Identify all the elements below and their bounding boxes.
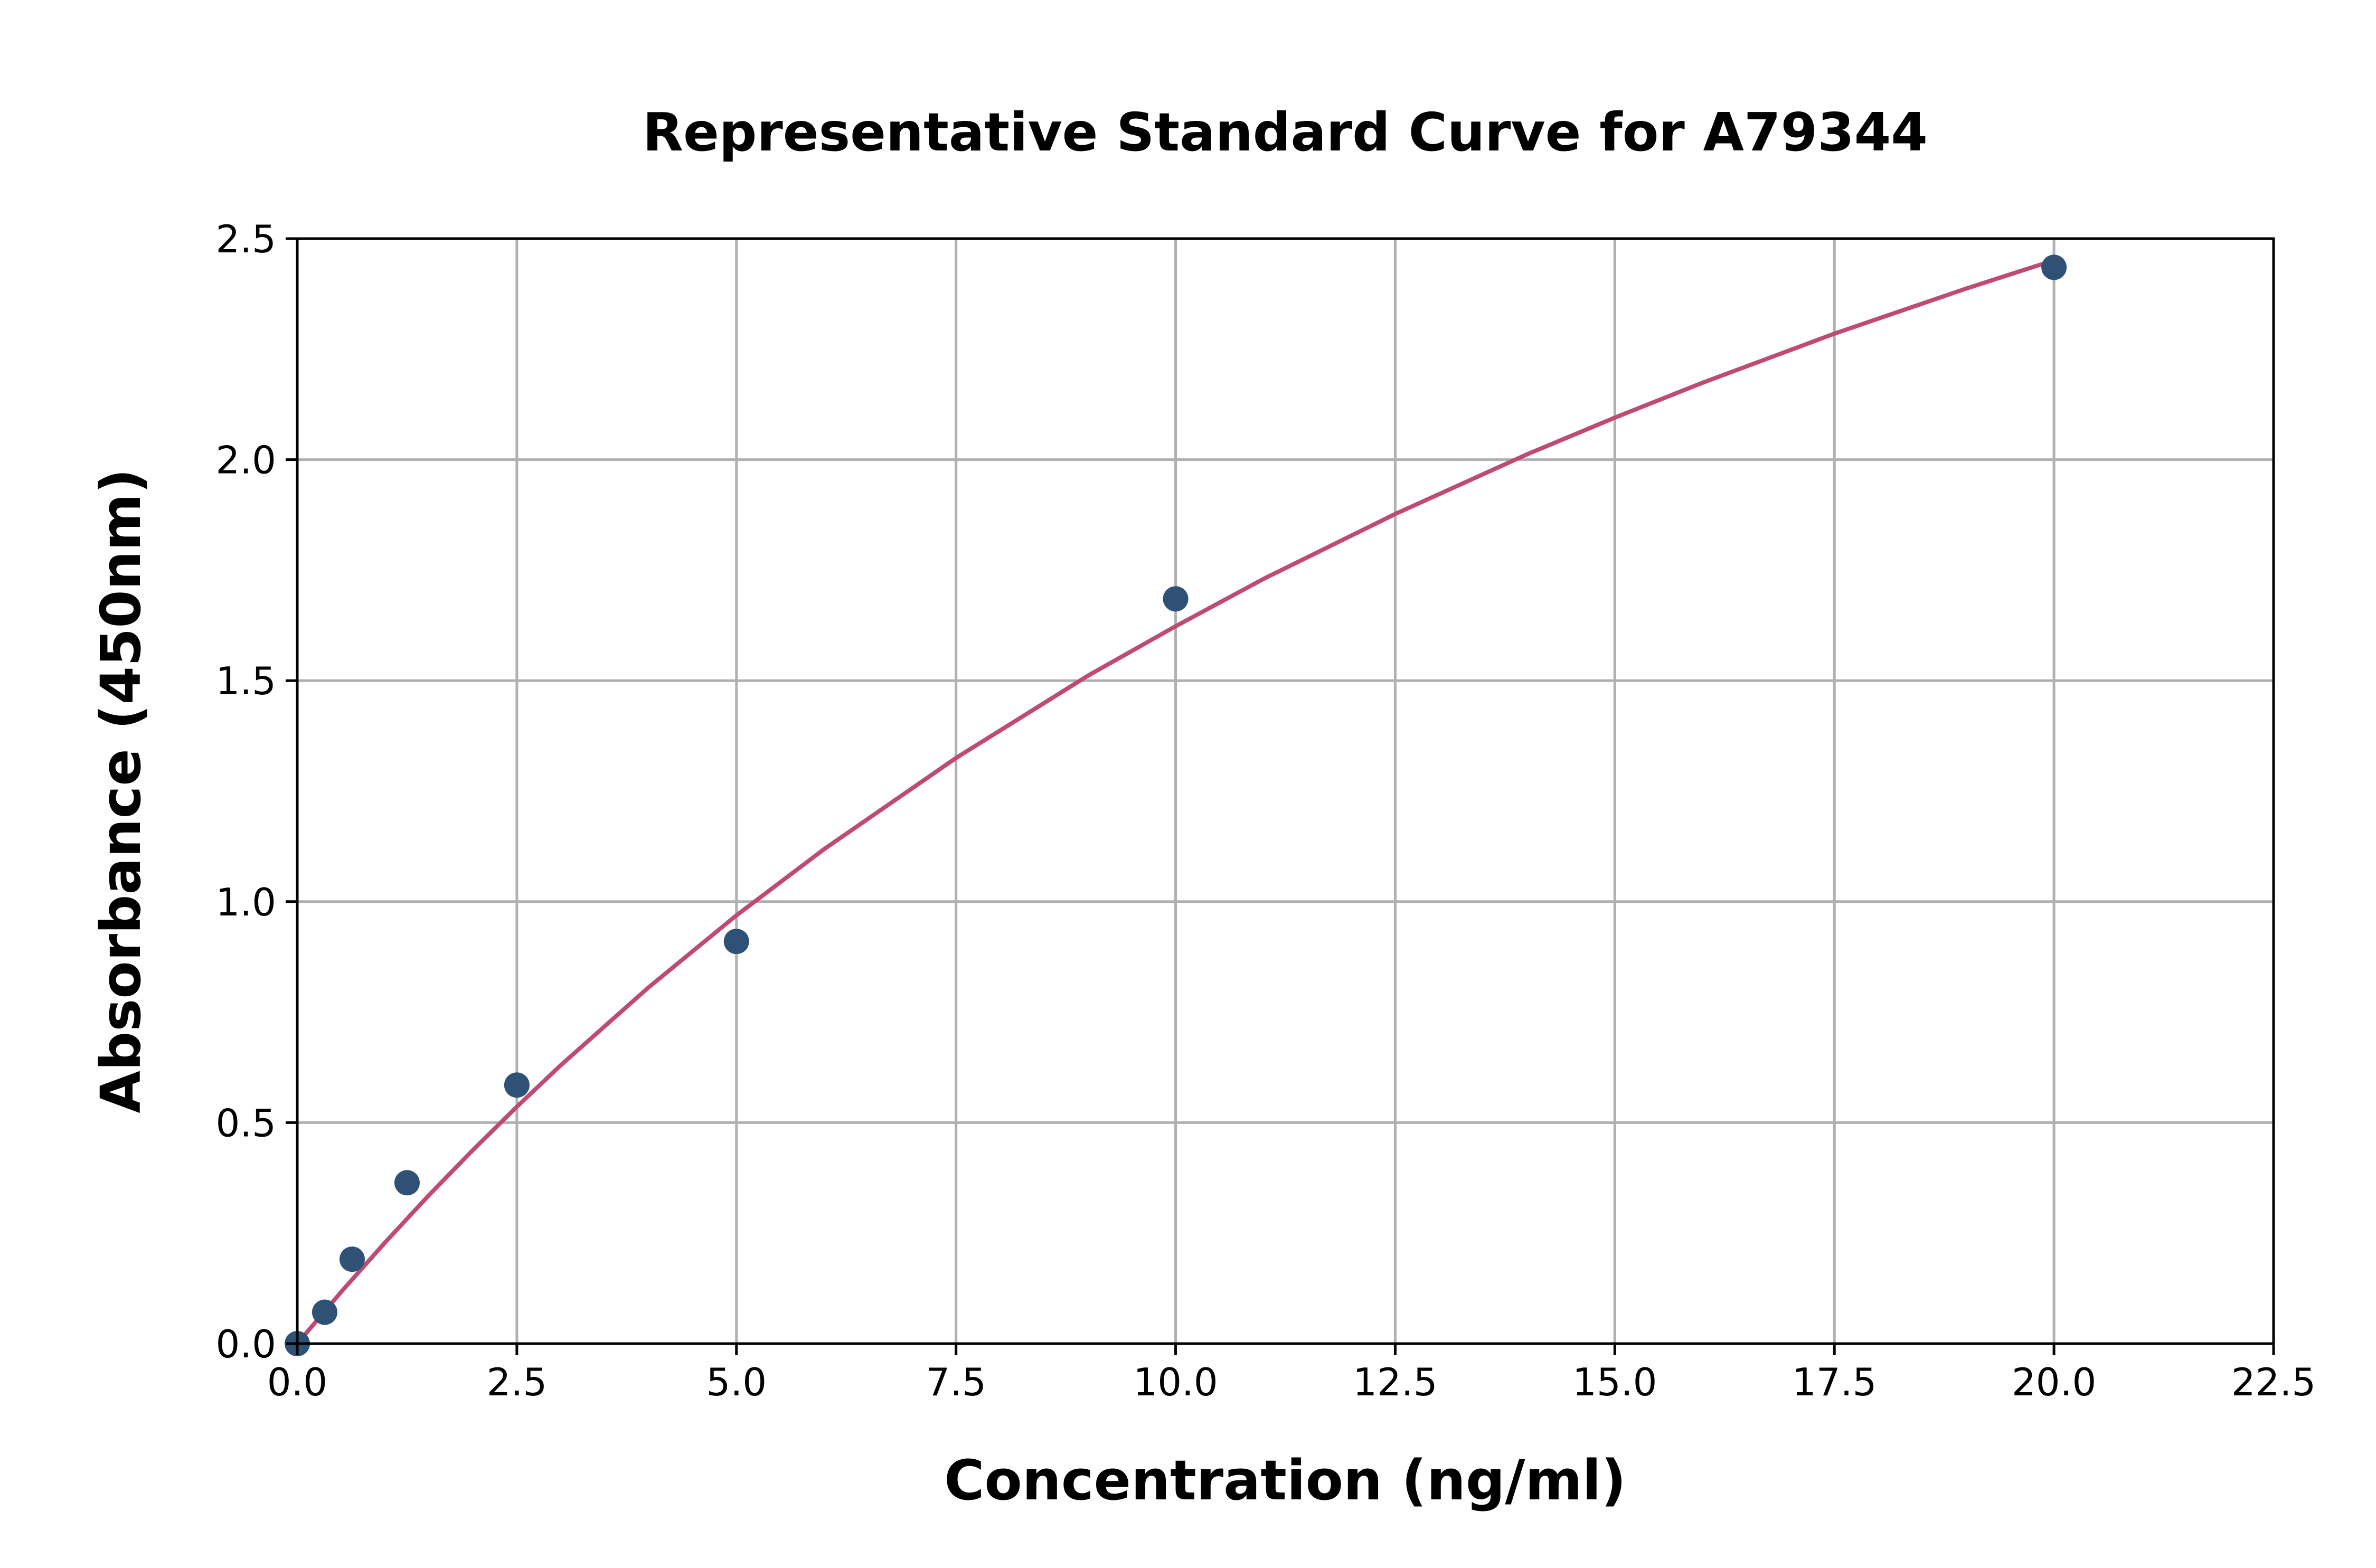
y-tick-label: 1.0	[215, 880, 276, 924]
data-point	[1163, 586, 1189, 612]
data-point	[723, 929, 749, 955]
y-tick-label: 2.0	[215, 438, 276, 483]
y-axis-ticks: 0.0 0.5 1.0 1.5 2.0 2.5	[215, 217, 297, 1366]
fit-curve	[295, 258, 2055, 1345]
data-point	[394, 1170, 420, 1196]
x-tick-label: 20.0	[2012, 1360, 2096, 1404]
data-point	[504, 1072, 530, 1098]
y-axis-label: Absorbance (450nm)	[89, 468, 153, 1113]
x-tick-label: 7.5	[926, 1360, 986, 1404]
plot-frame	[296, 237, 2275, 1345]
y-tick-label: 1.5	[215, 659, 276, 703]
x-axis-label: Concentration (ng/ml)	[944, 1448, 1626, 1513]
x-tick-label: 12.5	[1353, 1360, 1437, 1404]
x-tick-label: 5.0	[706, 1360, 767, 1404]
x-axis-ticks: 0.0 2.5 5.0 7.5 10.0 12.5 15.0 17.5 20.0 22.5	[267, 1344, 2316, 1404]
x-tick-label: 15.0	[1572, 1360, 1657, 1404]
y-tick-label: 0.0	[215, 1322, 276, 1366]
x-tick-label: 22.5	[2231, 1360, 2316, 1404]
fit-curve-layer	[295, 258, 2055, 1345]
data-point	[2041, 254, 2067, 280]
data-points	[285, 254, 2067, 1356]
y-tick-label: 2.5	[215, 217, 276, 261]
y-tick-label: 0.5	[215, 1101, 276, 1145]
data-point	[312, 1299, 337, 1325]
x-tick-label: 17.5	[1792, 1360, 1877, 1404]
data-point	[339, 1246, 365, 1272]
grid	[296, 237, 2275, 1345]
x-tick-label: 0.0	[267, 1360, 328, 1404]
x-tick-label: 2.5	[487, 1360, 548, 1404]
chart-title: Representative Standard Curve for A79344	[643, 101, 1928, 163]
x-tick-label: 10.0	[1133, 1360, 1218, 1404]
